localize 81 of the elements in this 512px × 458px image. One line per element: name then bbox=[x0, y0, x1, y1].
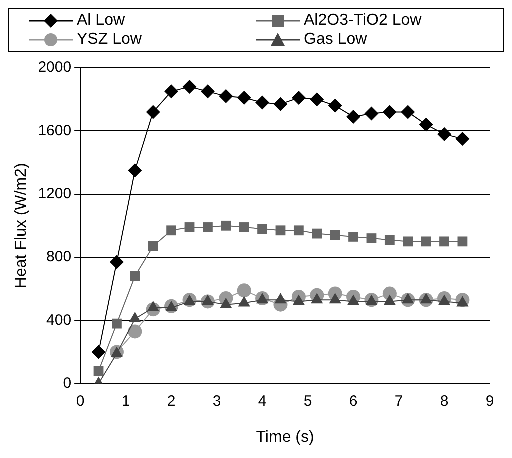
legend-label: Gas Low bbox=[304, 31, 368, 48]
y-tick-label: 2000 bbox=[38, 59, 72, 76]
y-tick-label: 0 bbox=[63, 374, 72, 392]
point bbox=[366, 234, 377, 244]
x-tick-label: 0 bbox=[76, 392, 85, 410]
point bbox=[292, 294, 305, 306]
point bbox=[312, 228, 322, 239]
point bbox=[221, 220, 232, 231]
point bbox=[438, 294, 451, 306]
x-tick-label: 2 bbox=[167, 392, 176, 410]
point bbox=[110, 255, 124, 270]
y-tick-label: 1600 bbox=[38, 122, 72, 140]
point bbox=[456, 296, 469, 307]
point bbox=[112, 318, 122, 329]
point bbox=[146, 105, 160, 120]
point bbox=[202, 294, 214, 306]
point bbox=[403, 236, 414, 247]
point bbox=[182, 80, 197, 94]
point bbox=[92, 345, 106, 360]
point bbox=[401, 105, 416, 120]
point bbox=[364, 106, 379, 121]
point bbox=[329, 293, 342, 304]
point bbox=[456, 132, 470, 146]
x-tick-label: 3 bbox=[212, 392, 222, 410]
point bbox=[384, 294, 396, 306]
x-axis-title: Time (s) bbox=[256, 428, 314, 446]
point bbox=[219, 89, 234, 104]
point bbox=[458, 236, 468, 247]
point bbox=[129, 312, 142, 323]
legend-label: Al2O3-TiO2 Low bbox=[304, 12, 422, 29]
x-tick-label: 1 bbox=[122, 392, 130, 410]
legend-label: YSZ Low bbox=[77, 31, 142, 48]
point bbox=[347, 294, 360, 306]
x-tick-label: 5 bbox=[304, 392, 312, 410]
x-tick-label: 9 bbox=[486, 392, 494, 410]
point bbox=[130, 271, 140, 282]
point bbox=[128, 324, 142, 339]
point bbox=[346, 110, 361, 124]
legend-label: Al Low bbox=[77, 12, 126, 29]
point bbox=[128, 164, 142, 178]
point bbox=[382, 105, 397, 120]
y-tick-label: 800 bbox=[46, 248, 72, 266]
point bbox=[147, 301, 160, 312]
point bbox=[438, 127, 452, 142]
point bbox=[274, 293, 287, 304]
x-tick-label: 8 bbox=[440, 392, 449, 410]
point bbox=[164, 84, 179, 99]
point bbox=[348, 232, 358, 242]
point bbox=[330, 230, 340, 240]
point bbox=[310, 92, 324, 107]
point bbox=[256, 96, 270, 110]
point bbox=[402, 293, 414, 304]
y-tick-label: 400 bbox=[46, 312, 72, 329]
point bbox=[420, 293, 432, 304]
y-axis-title: Heat Flux (W/m2) bbox=[13, 163, 30, 289]
point bbox=[94, 366, 104, 376]
point bbox=[148, 241, 158, 252]
point bbox=[294, 226, 304, 236]
point bbox=[258, 224, 268, 234]
point bbox=[384, 235, 395, 246]
x-tick-label: 4 bbox=[258, 392, 267, 410]
point bbox=[239, 222, 250, 232]
point bbox=[421, 236, 432, 247]
x-tick-label: 6 bbox=[349, 392, 358, 410]
point bbox=[184, 222, 195, 232]
point bbox=[274, 97, 288, 112]
point bbox=[238, 296, 250, 307]
point bbox=[237, 284, 252, 298]
point bbox=[276, 226, 286, 236]
point bbox=[200, 84, 215, 99]
point bbox=[328, 98, 342, 113]
point bbox=[440, 236, 450, 247]
point bbox=[166, 226, 177, 236]
point bbox=[203, 222, 213, 232]
point bbox=[237, 91, 252, 105]
x-tick-label: 7 bbox=[394, 392, 404, 410]
point bbox=[311, 293, 324, 304]
y-tick-label: 1200 bbox=[38, 185, 72, 202]
point bbox=[292, 91, 306, 105]
point bbox=[419, 118, 434, 132]
point bbox=[220, 298, 232, 308]
